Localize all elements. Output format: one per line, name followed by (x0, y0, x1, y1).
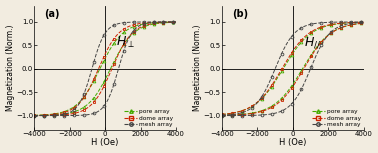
Y-axis label: Magnetization (Norm.): Magnetization (Norm.) (193, 24, 202, 111)
Text: $H_{//}$: $H_{//}$ (304, 35, 321, 50)
Text: (b): (b) (232, 9, 248, 19)
Text: (a): (a) (44, 9, 60, 19)
X-axis label: H (Oe): H (Oe) (279, 138, 307, 147)
Y-axis label: Magnetization (Norm.): Magnetization (Norm.) (6, 24, 15, 111)
Legend: pore array, dome array, mesh array: pore array, dome array, mesh array (311, 109, 362, 128)
Legend: pore array, dome array, mesh array: pore array, dome array, mesh array (124, 109, 174, 128)
Text: $H_{\perp}$: $H_{\perp}$ (116, 35, 135, 50)
X-axis label: H (Oe): H (Oe) (91, 138, 119, 147)
